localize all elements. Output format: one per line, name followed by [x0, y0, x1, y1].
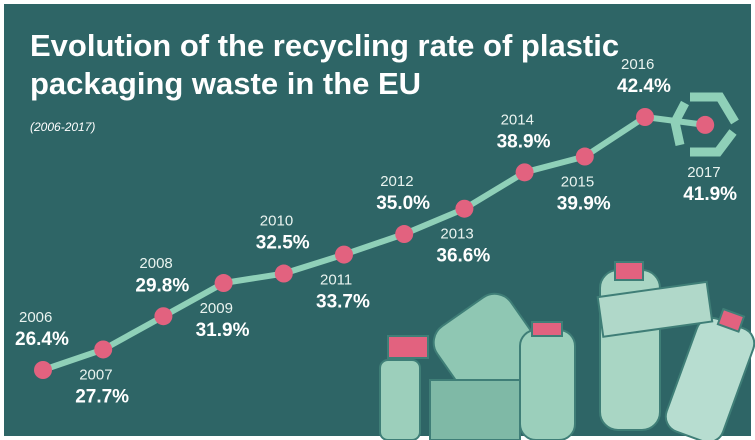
data-line: [42, 113, 706, 373]
data-point: [94, 340, 113, 359]
data-point: [395, 225, 414, 244]
category-label: 2013: [440, 226, 473, 243]
recycle-icon: [670, 92, 739, 157]
category-label: 2012: [380, 173, 413, 190]
category-label: 2016: [621, 56, 654, 73]
value-label: 38.9%: [497, 131, 551, 152]
data-point: [154, 307, 173, 326]
category-label: 2014: [501, 111, 534, 128]
value-label: 26.4%: [15, 329, 69, 350]
value-label: 33.7%: [316, 292, 370, 313]
data-point: [515, 163, 534, 182]
data-point: [34, 361, 52, 379]
value-label: 42.4%: [617, 76, 671, 97]
category-label: 2017: [687, 164, 720, 181]
data-point: [455, 199, 474, 218]
value-label: 27.7%: [75, 386, 129, 407]
value-label: 31.9%: [196, 320, 250, 341]
value-label: 41.9%: [683, 184, 737, 205]
data-point: [575, 147, 594, 166]
value-label: 32.5%: [256, 233, 310, 254]
value-label: 39.9%: [557, 194, 611, 215]
data-point: [335, 245, 353, 264]
value-label: 36.6%: [436, 246, 490, 267]
data-point: [214, 274, 233, 293]
category-label: 2006: [19, 309, 52, 326]
chart-subtitle: (2006-2017): [30, 120, 95, 134]
category-label: 2015: [561, 174, 594, 191]
value-label: 29.8%: [135, 275, 189, 296]
bottles-illustration: [379, 261, 755, 440]
category-label: 2010: [260, 213, 293, 230]
chart-title: Evolution of the recycling rate of plast…: [30, 28, 619, 101]
category-label: 2009: [200, 300, 233, 317]
category-label: 2011: [320, 272, 352, 289]
category-label: 2008: [139, 255, 172, 272]
data-point: [696, 115, 715, 134]
value-label: 35.0%: [376, 193, 430, 214]
category-label: 2007: [79, 366, 112, 383]
data-point: [636, 108, 654, 126]
data-point: [274, 264, 293, 283]
